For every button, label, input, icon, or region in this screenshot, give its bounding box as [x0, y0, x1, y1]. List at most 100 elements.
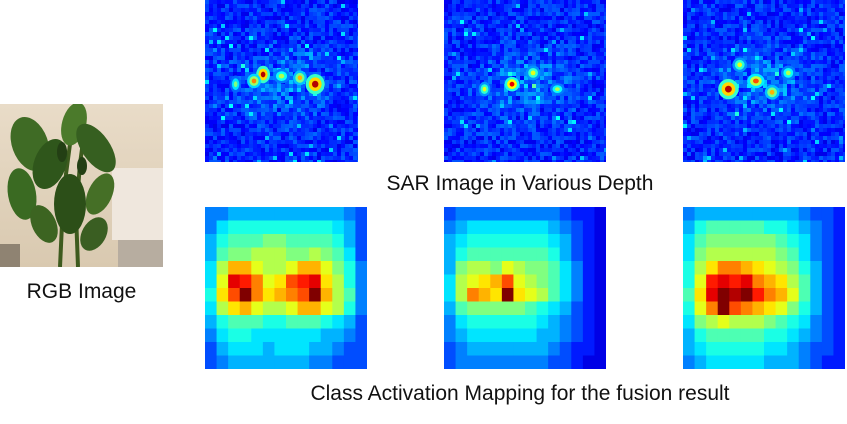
sar-noise-cell — [309, 116, 313, 120]
sar-noise-cell — [452, 64, 456, 68]
sar-noise-cell — [452, 132, 456, 136]
sar-noise-cell — [775, 28, 779, 32]
sar-noise-cell — [309, 68, 313, 72]
sar-noise-cell — [444, 16, 448, 20]
sar-noise-cell — [835, 40, 839, 44]
sar-noise-cell — [524, 28, 528, 32]
sar-noise-cell — [711, 64, 715, 68]
sar-noise-cell — [472, 136, 476, 140]
sar-noise-cell — [532, 28, 536, 32]
sar-noise-cell — [233, 128, 237, 132]
sar-noise-cell — [345, 68, 349, 72]
sar-noise-cell — [524, 16, 528, 20]
sar-noise-cell — [520, 76, 524, 80]
sar-noise-cell — [277, 8, 281, 12]
sar-noise-cell — [747, 88, 751, 92]
sar-noise-cell — [604, 140, 606, 144]
sar-noise-cell — [341, 36, 345, 40]
sar-noise-cell — [261, 144, 265, 148]
sar-noise-cell — [325, 160, 329, 162]
sar-noise-cell — [540, 48, 544, 52]
sar-noise-cell — [560, 20, 564, 24]
sar-noise-cell — [484, 160, 488, 162]
sar-noise-cell — [249, 152, 253, 156]
sar-noise-cell — [444, 72, 448, 76]
sar-noise-cell — [823, 96, 827, 100]
sar-noise-cell — [237, 132, 241, 136]
sar-noise-cell — [751, 4, 755, 8]
sar-noise-cell — [775, 24, 779, 28]
sar-noise-cell — [536, 152, 540, 156]
sar-noise-cell — [592, 152, 596, 156]
sar-noise-cell — [353, 52, 357, 56]
sar-noise-cell — [257, 44, 261, 48]
sar-noise-cell — [715, 92, 719, 96]
sar-noise-cell — [293, 32, 297, 36]
sar-noise-cell — [213, 60, 217, 64]
sar-noise-cell — [703, 128, 707, 132]
sar-noise-cell — [727, 144, 731, 148]
sar-noise-cell — [229, 8, 233, 12]
sar-noise-cell — [747, 140, 751, 144]
sar-noise-cell — [572, 60, 576, 64]
sar-noise-cell — [273, 60, 277, 64]
sar-noise-cell — [596, 44, 600, 48]
sar-noise-cell — [755, 40, 759, 44]
sar-noise-cell — [249, 28, 253, 32]
sar-noise-cell — [580, 68, 584, 72]
sar-noise-cell — [528, 16, 532, 20]
sar-noise-cell — [604, 160, 606, 162]
sar-noise-cell — [731, 152, 735, 156]
sar-noise-cell — [592, 72, 596, 76]
sar-noise-cell — [683, 80, 687, 84]
sar-noise-cell — [799, 120, 803, 124]
sar-noise-cell — [767, 112, 771, 116]
sar-noise-cell — [273, 4, 277, 8]
sar-noise-cell — [492, 112, 496, 116]
sar-noise-cell — [249, 92, 253, 96]
sar-noise-cell — [552, 124, 556, 128]
sar-noise-cell — [747, 128, 751, 132]
sar-noise-cell — [703, 56, 707, 60]
sar-noise-cell — [289, 40, 293, 44]
sar-noise-cell — [524, 20, 528, 24]
sar-noise-cell — [205, 84, 209, 88]
sar-noise-cell — [823, 68, 827, 72]
sar-noise-cell — [604, 52, 606, 56]
sar-noise-cell — [735, 156, 739, 160]
sar-noise-cell — [293, 112, 297, 116]
sar-noise-cell — [265, 128, 269, 132]
sar-noise-cell — [496, 52, 500, 56]
sar-noise-cell — [751, 56, 755, 60]
sar-noise-cell — [448, 48, 452, 52]
sar-noise-cell — [604, 40, 606, 44]
sar-noise-cell — [572, 96, 576, 100]
sar-noise-cell — [345, 8, 349, 12]
sar-noise-cell — [755, 52, 759, 56]
sar-noise-cell — [452, 80, 456, 84]
sar-noise-cell — [508, 120, 512, 124]
sar-noise-cell — [719, 156, 723, 160]
sar-noise-cell — [289, 48, 293, 52]
sar-noise-cell — [695, 80, 699, 84]
sar-noise-cell — [460, 128, 464, 132]
sar-noise-cell — [759, 112, 763, 116]
sar-noise-cell — [739, 36, 743, 40]
sar-noise-cell — [600, 116, 604, 120]
sar-noise-cell — [341, 128, 345, 132]
sar-noise-cell — [604, 0, 606, 4]
sar-noise-cell — [819, 44, 823, 48]
sar-noise-cell — [695, 32, 699, 36]
sar-noise-cell — [245, 72, 249, 76]
sar-noise-cell — [309, 144, 313, 148]
sar-noise-cell — [723, 76, 727, 80]
sar-noise-cell — [572, 48, 576, 52]
sar-noise-cell — [548, 156, 552, 160]
sar-noise-cell — [476, 112, 480, 116]
sar-noise-cell — [707, 16, 711, 20]
sar-noise-cell — [532, 40, 536, 44]
sar-noise-cell — [209, 88, 213, 92]
sar-hotspot — [509, 81, 515, 87]
sar-noise-cell — [237, 116, 241, 120]
sar-noise-cell — [572, 40, 576, 44]
